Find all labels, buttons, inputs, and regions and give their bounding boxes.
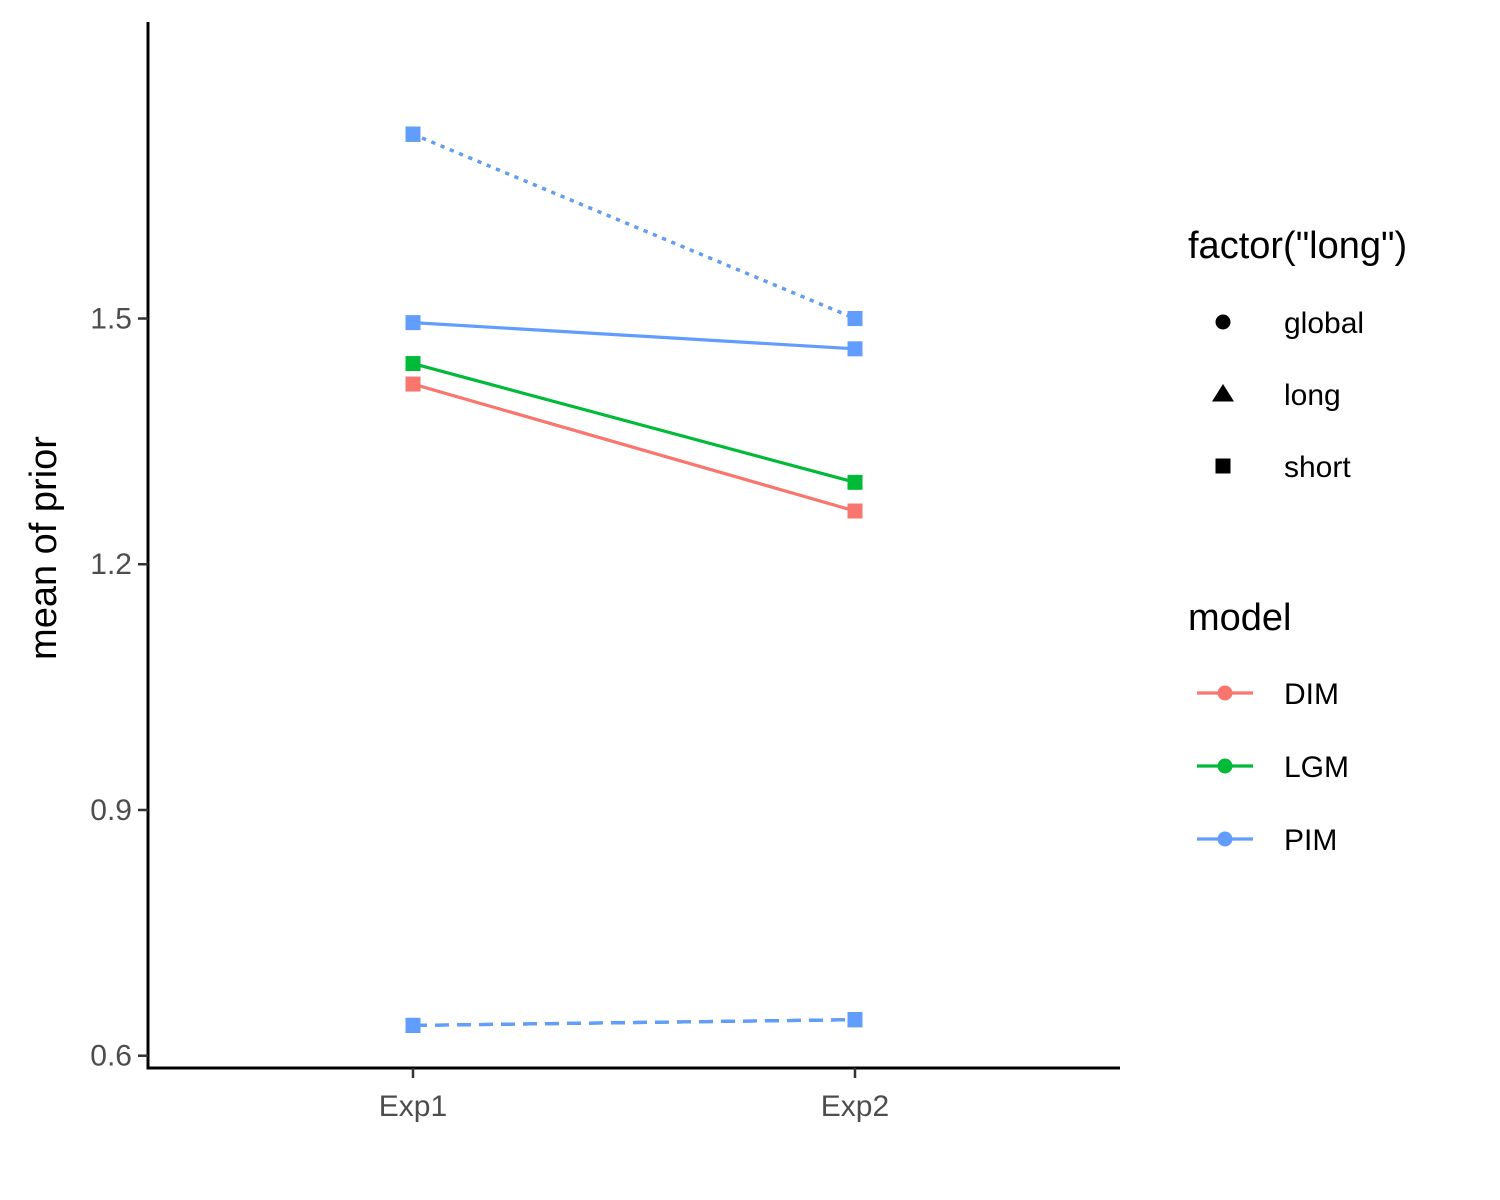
point-pim-global-exp2 [847, 341, 863, 357]
series-line-pim-long [412, 132, 856, 320]
legend: factor("long") model global long short DIM L… [1188, 225, 1407, 857]
point-pim-short-exp1 [405, 1017, 421, 1033]
legend-shape-title: factor("long") [1188, 225, 1407, 267]
y-tick-label: 1.2 [90, 548, 132, 581]
y-tick-label: 0.9 [90, 794, 132, 827]
legend-key-short [1215, 458, 1231, 474]
legend-label-global: global [1284, 307, 1364, 340]
point-pim-global-exp1 [405, 315, 421, 331]
x-tick-label: Exp1 [379, 1090, 447, 1123]
point-lgm-global-exp1 [405, 356, 421, 372]
point-lgm-global-exp2 [847, 474, 863, 490]
point-dim-global-exp2 [847, 503, 863, 519]
legend-dot-lgm [1217, 758, 1233, 774]
series-line-pim-global [412, 321, 856, 351]
legend-label-short: short [1284, 451, 1351, 484]
point-pim-long-exp1 [405, 126, 421, 142]
legend-label-long: long [1284, 379, 1341, 412]
point-dim-global-exp1 [405, 376, 421, 392]
point-pim-long-exp2 [847, 311, 863, 327]
plot-area [405, 126, 863, 1033]
legend-key-global [1215, 314, 1231, 330]
legend-dot-pim [1217, 831, 1233, 847]
legend-key-long [1212, 384, 1234, 402]
legend-dot-dim [1217, 685, 1233, 701]
series-line-pim-short [412, 1018, 856, 1028]
y-tick-label: 1.5 [90, 303, 132, 336]
legend-label-lgm: LGM [1284, 751, 1349, 784]
point-pim-short-exp2 [847, 1012, 863, 1028]
series-line-dim-global [412, 382, 856, 513]
series-line-lgm-global [412, 362, 856, 484]
legend-label-pim: PIM [1284, 824, 1337, 857]
legend-model-title: model [1188, 597, 1292, 639]
x-tick-label: Exp2 [821, 1090, 889, 1123]
y-axis-title: mean of prior [23, 436, 65, 660]
axes: 0.6 0.9 1.2 1.5 Exp1 Exp2 [90, 22, 1120, 1123]
y-tick-label: 0.6 [90, 1040, 132, 1073]
legend-label-dim: DIM [1284, 678, 1339, 711]
